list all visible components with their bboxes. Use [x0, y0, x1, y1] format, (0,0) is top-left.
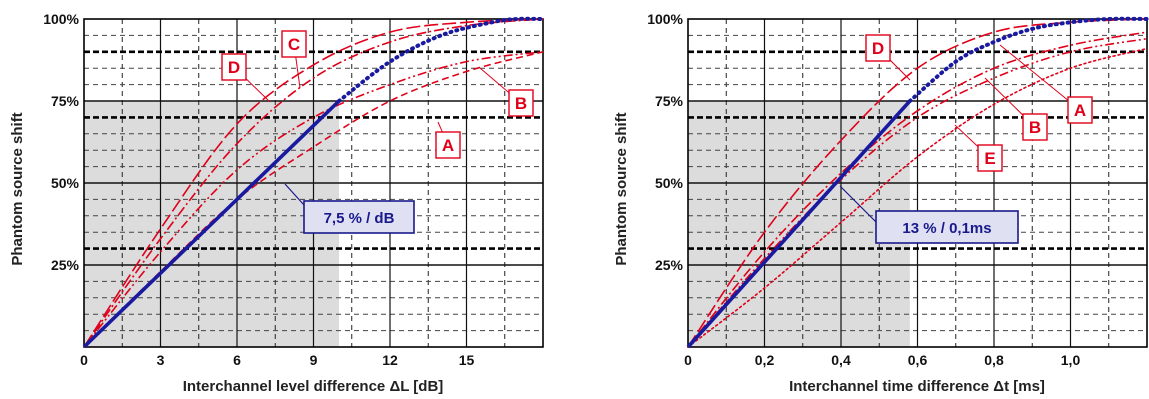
- x-axis-label: Interchannel level difference ΔL [dB]: [183, 378, 444, 395]
- label-box-e: [977, 144, 1003, 172]
- series-line-a: [687, 31, 1148, 348]
- label-box-a: [435, 131, 461, 159]
- label-box-b: [1022, 113, 1048, 141]
- x-tick-label: 9: [310, 352, 318, 368]
- y-tick-label: 25%: [655, 257, 684, 273]
- series-labels: A B C D: [221, 30, 534, 159]
- x-tick-label: 0,8: [984, 352, 1004, 368]
- x-tick-label: 0,2: [755, 352, 775, 368]
- series-line-c: [83, 18, 544, 348]
- grid: [84, 19, 543, 347]
- y-tick-label: 50%: [51, 175, 80, 191]
- reference-slope-extension: [907, 16, 1149, 103]
- series-label-b: B: [1029, 118, 1041, 137]
- slope-callout: 13 % / 0,1ms: [902, 220, 991, 237]
- series-label-a: A: [1074, 101, 1086, 120]
- x-tick-label: 12: [382, 352, 398, 368]
- chart-panel-2: 25% 50% 75% 100% 0 0,2 0,4 0,6 0,8 1,0 Interchanne…: [613, 11, 1149, 395]
- x-axis-label: Interchannel time difference Δt [ms]: [789, 378, 1045, 395]
- x-tick-label: 6: [233, 352, 241, 368]
- series-label-d: D: [872, 39, 884, 58]
- label-box-b: [508, 89, 534, 117]
- callout-leader-line: [284, 183, 305, 206]
- y-tick-label: 100%: [647, 11, 683, 27]
- reference-slope-extension: [337, 16, 545, 103]
- label-box-c: [281, 30, 307, 58]
- label-leader-line-a: [999, 44, 1081, 111]
- plot-frame: [83, 18, 544, 348]
- series-label-b: B: [515, 94, 527, 113]
- label-box-d: [865, 34, 891, 62]
- series-line-b: [83, 51, 544, 348]
- x-tick-label: 0: [684, 352, 692, 368]
- callout-box: [303, 200, 415, 234]
- series-label-d: D: [228, 58, 240, 77]
- label-box-d: [221, 53, 247, 81]
- x-tick-label: 0,6: [908, 352, 928, 368]
- series-line-a: [83, 51, 544, 348]
- series-label-a: A: [442, 136, 454, 155]
- y-tick-label: 25%: [51, 257, 80, 273]
- chart-panel-1: 25% 50% 75% 100% 0 3 6 9 12 15 Interchannel level …: [9, 11, 545, 395]
- series-group: [686, 16, 1149, 349]
- callout-leader-line: [839, 185, 877, 223]
- series-label-c: C: [288, 35, 300, 54]
- y-tick-label: 50%: [655, 175, 684, 191]
- slope-callout: 7,5 % / dB: [324, 210, 395, 227]
- reference-slope-line: [686, 99, 912, 349]
- x-tick-label: 15: [459, 352, 475, 368]
- y-axis-label: Phantom source shift: [9, 112, 26, 265]
- callout-box: [875, 210, 1019, 244]
- plot-frame: [687, 18, 1148, 348]
- y-axis-label: Phantom source shift: [613, 112, 630, 265]
- series-group: [82, 16, 545, 349]
- x-tick-label: 0: [80, 352, 88, 368]
- x-tick-label: 0,4: [831, 352, 851, 368]
- label-box-a: [1067, 96, 1093, 124]
- y-tick-label: 75%: [655, 93, 684, 109]
- x-tick-label: 3: [157, 352, 165, 368]
- y-tick-label: 100%: [43, 11, 79, 27]
- series-labels: A B D E: [865, 34, 1093, 172]
- reference-slope-line: [82, 99, 341, 349]
- series-label-e: E: [984, 149, 995, 168]
- series-line-b: [687, 37, 1148, 348]
- series-line-e: [687, 47, 1148, 348]
- x-tick-label: 1,0: [1061, 352, 1081, 368]
- y-tick-label: 75%: [51, 93, 80, 109]
